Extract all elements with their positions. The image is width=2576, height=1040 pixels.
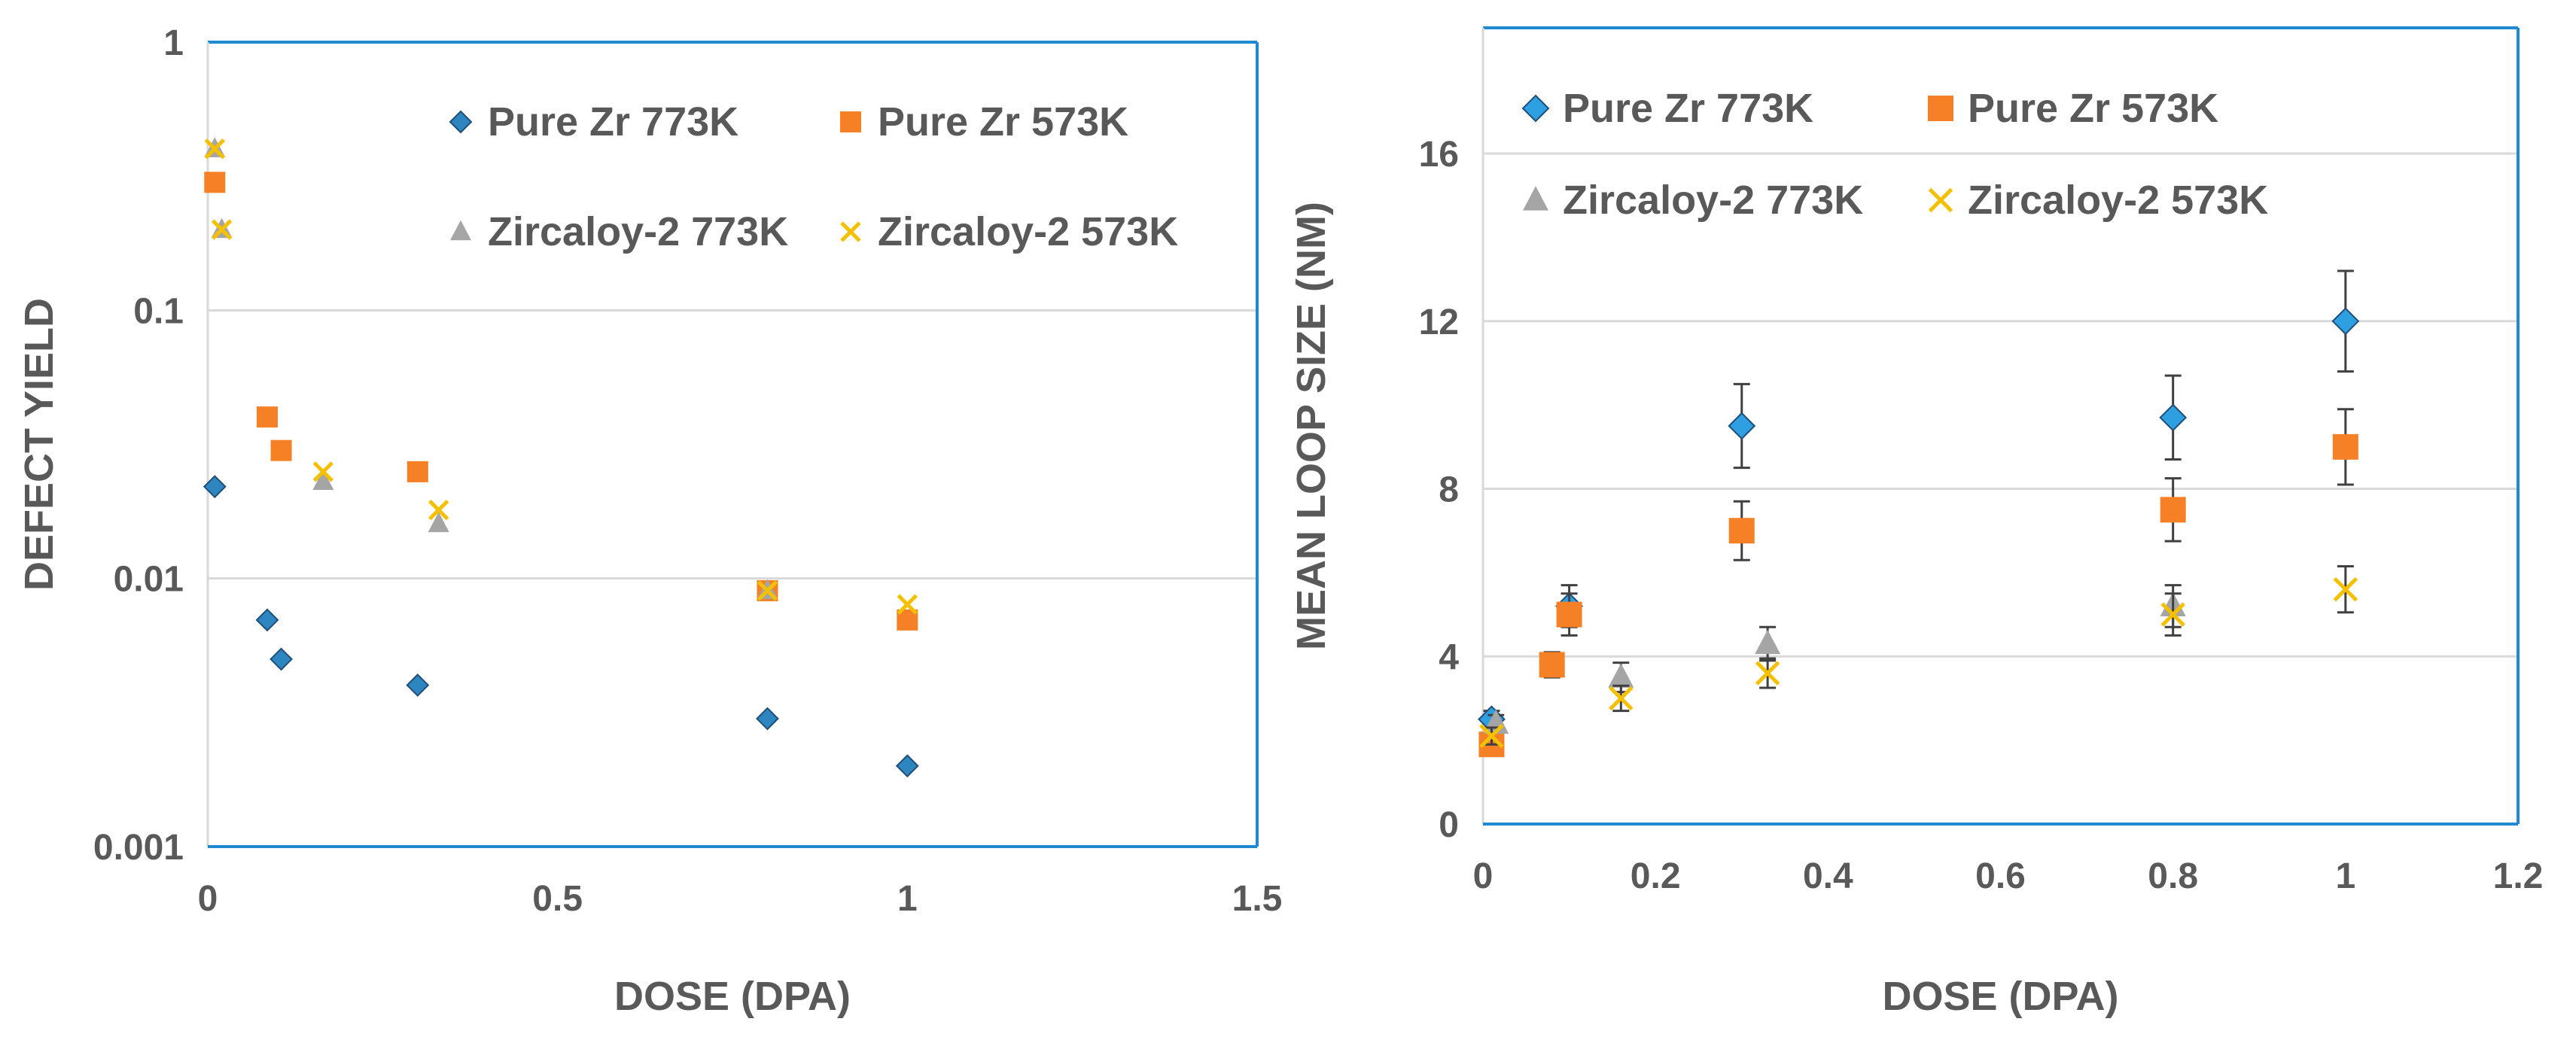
x-tick-label: 1.5: [1232, 879, 1283, 919]
data-point: [270, 439, 292, 461]
data-point: [1755, 629, 1781, 655]
data-point: [2160, 497, 2186, 523]
data-point: [2159, 403, 2188, 432]
data-point: [1755, 661, 1780, 686]
data-point: [428, 512, 449, 533]
data-point: [2160, 602, 2185, 627]
data-point: [204, 172, 226, 193]
data-point: [202, 475, 227, 499]
data-point: [255, 608, 279, 632]
data-point: [1556, 601, 1582, 628]
legend-item-zircaloy-2-773k: Zircaloy-2 773K: [1523, 178, 1863, 223]
legend-label: Zircaloy-2 773K: [488, 209, 788, 254]
data-point: [1608, 663, 1634, 688]
data-point: [312, 470, 334, 490]
legend-item-pure-zr-773k: Pure Zr 773K: [1521, 86, 1813, 131]
x-tick-label: 0: [1473, 856, 1494, 896]
data-point: [895, 754, 919, 778]
series-zircaloy-2-773k: [204, 137, 778, 600]
y-tick-label: 0.1: [133, 291, 184, 331]
x-tick-label: 1.2: [2493, 856, 2544, 896]
x-tick-label: 0.4: [1803, 856, 1853, 896]
legend-marker: [449, 110, 473, 134]
y-tick-label: 12: [1419, 303, 1459, 342]
legend-label: Pure Zr 773K: [488, 99, 738, 144]
x-tick-label: 1: [2335, 856, 2355, 896]
y-axis-title: MEAN LOOP SIZE (NM): [1289, 202, 1334, 650]
y-tick-label: 8: [1439, 470, 1459, 510]
y-tick-label: 0.001: [93, 828, 184, 868]
legend: Pure Zr 773K Pure Zr 573K Zircaloy-2 773K Z…: [1521, 86, 2268, 223]
data-point: [897, 594, 918, 615]
legend-label: Zircaloy-2 773K: [1563, 178, 1863, 223]
y-axis-title: DEFECT YIELD: [17, 298, 62, 591]
data-point: [1609, 686, 1634, 711]
data-point: [312, 461, 334, 482]
data-point: [1539, 652, 1565, 678]
series-pure-zr-573k: [1478, 408, 2358, 758]
y-tick-label: 0: [1439, 805, 1459, 845]
x-tick-label: 0.6: [1975, 856, 2026, 896]
chart-defect-yield: 1 0.1 0.01 0.001 0 0.5 1 1.5 DOSE (DPA) DEFECT YI…: [17, 23, 1282, 1019]
data-point: [428, 500, 449, 521]
legend-marker: [1521, 94, 1550, 123]
legend-label: Pure Zr 573K: [878, 99, 1128, 144]
legend-label: Zircaloy-2 573K: [878, 209, 1178, 254]
data-point: [1728, 412, 1756, 440]
y-tick-label: 16: [1419, 135, 1459, 175]
chart-mean-loop-size: 0 4 8 12 16 0 0.2 0.4 0.6 0.8 1 1.2 DOSE (DPA) MEAN L…: [1289, 26, 2544, 1019]
legend-marker: [1928, 96, 1953, 121]
data-point: [1479, 723, 1504, 749]
series-zircaloy-2-573k: [1479, 565, 2358, 749]
data-point: [211, 219, 233, 240]
legend-label: Zircaloy-2 573K: [1968, 178, 2268, 223]
series-zircaloy-2-773k: [1483, 584, 2186, 734]
legend-item-zircaloy-2-573k: Zircaloy-2 573K: [1928, 178, 2268, 223]
data-point: [2333, 576, 2358, 602]
data-point: [406, 461, 428, 482]
legend-marker: [840, 221, 861, 242]
x-axis-title: DOSE (DPA): [614, 974, 851, 1019]
x-tick-label: 0.8: [2148, 856, 2198, 896]
y-tick-label: 0.01: [114, 560, 184, 600]
data-point: [406, 674, 430, 697]
x-tick-label: 1: [897, 879, 918, 919]
y-tick-label: 4: [1439, 637, 1459, 677]
series-pure-zr-773k: [202, 475, 919, 778]
legend-item-zircaloy-2-573k: Zircaloy-2 573K: [840, 209, 1178, 254]
legend: Pure Zr 773K Pure Zr 573K Zircaloy-2 773K Z…: [449, 99, 1178, 254]
y-tick-label: 1: [163, 23, 184, 63]
x-tick-label: 0.2: [1631, 856, 1681, 896]
data-point: [256, 406, 278, 428]
data-point: [757, 580, 778, 601]
data-point: [756, 707, 779, 731]
legend-marker: [1928, 187, 1953, 213]
data-point: [2331, 307, 2360, 336]
legend-item-zircaloy-2-773k: Zircaloy-2 773K: [450, 209, 788, 254]
x-axis-title: DOSE (DPA): [1882, 974, 2118, 1019]
x-tick-label: 0: [198, 879, 218, 919]
x-tick-label: 0.5: [532, 879, 583, 919]
legend-label: Pure Zr 573K: [1968, 86, 2218, 131]
data-point: [1728, 518, 1755, 544]
data-point: [204, 138, 225, 160]
legend-item-pure-zr-773k: Pure Zr 773K: [449, 99, 738, 144]
series-pure-zr-773k: [1478, 269, 2360, 734]
legend-marker: [840, 111, 861, 132]
legend-item-pure-zr-573k: Pure Zr 573K: [840, 99, 1128, 144]
data-point: [2332, 433, 2358, 460]
legend-label: Pure Zr 773K: [1563, 86, 1813, 131]
legend-marker: [450, 220, 471, 241]
legend-item-pure-zr-573k: Pure Zr 573K: [1928, 86, 2218, 131]
legend-marker: [1523, 186, 1548, 211]
data-point: [269, 647, 293, 671]
series-zircaloy-2-573k: [204, 138, 918, 615]
